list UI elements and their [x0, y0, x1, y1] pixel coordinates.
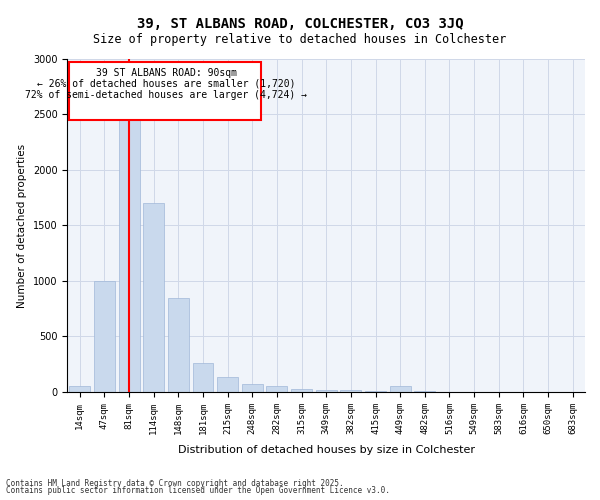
Bar — [242, 384, 263, 392]
Text: Contains public sector information licensed under the Open Government Licence v3: Contains public sector information licen… — [6, 486, 390, 495]
Y-axis label: Number of detached properties: Number of detached properties — [17, 144, 28, 308]
Text: 39, ST ALBANS ROAD, COLCHESTER, CO3 3JQ: 39, ST ALBANS ROAD, COLCHESTER, CO3 3JQ — [137, 18, 463, 32]
Bar — [168, 298, 189, 392]
Bar — [365, 391, 386, 392]
Text: Size of property relative to detached houses in Colchester: Size of property relative to detached ho… — [94, 32, 506, 46]
Text: 72% of semi-detached houses are larger (4,724) →: 72% of semi-detached houses are larger (… — [25, 90, 307, 100]
Bar — [193, 363, 214, 392]
FancyBboxPatch shape — [68, 62, 261, 120]
Bar — [217, 378, 238, 392]
Bar — [316, 390, 337, 392]
Bar — [340, 390, 361, 392]
Bar — [266, 386, 287, 392]
Bar — [69, 386, 90, 392]
Bar — [119, 114, 140, 392]
Text: ← 26% of detached houses are smaller (1,720): ← 26% of detached houses are smaller (1,… — [37, 79, 295, 89]
Text: Contains HM Land Registry data © Crown copyright and database right 2025.: Contains HM Land Registry data © Crown c… — [6, 478, 344, 488]
Bar — [389, 386, 410, 392]
Bar — [94, 281, 115, 392]
X-axis label: Distribution of detached houses by size in Colchester: Distribution of detached houses by size … — [178, 445, 475, 455]
Text: 39 ST ALBANS ROAD: 90sqm: 39 ST ALBANS ROAD: 90sqm — [95, 68, 236, 78]
Bar — [143, 204, 164, 392]
Bar — [291, 388, 312, 392]
